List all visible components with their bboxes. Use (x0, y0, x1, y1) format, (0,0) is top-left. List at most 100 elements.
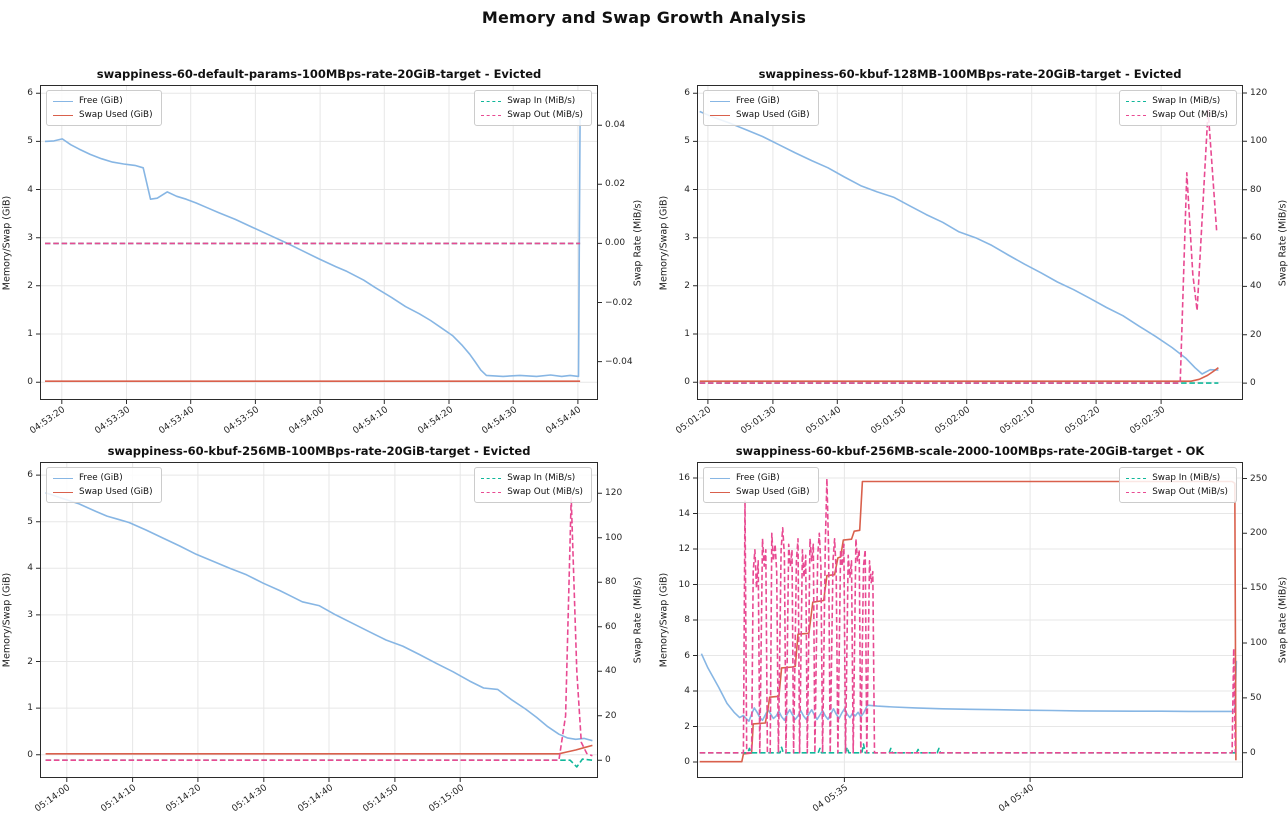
series-free (699, 110, 1219, 375)
x-tick-label: 04:54:30 (480, 405, 519, 437)
x-tick-label: 05:01:20 (674, 405, 714, 437)
y-tick-label-left: 6 (684, 650, 690, 661)
legend-label: Swap Used (GiB) (79, 487, 153, 497)
legend-entry: Swap Out (MiB/s) (1126, 485, 1228, 499)
x-tick-label: 04:54:00 (286, 405, 326, 437)
swap_used-legend-line (53, 114, 73, 116)
legend-label: Swap In (MiB/s) (507, 96, 576, 106)
x-tick-label: 04:54:40 (544, 405, 584, 437)
y-tick-label-right: 80 (605, 577, 617, 588)
swap_out-legend-line (481, 114, 502, 116)
y-tick-label-right: 120 (605, 488, 623, 499)
legend-left: Free (GiB) Swap Used (GiB) (703, 90, 819, 126)
legend-label: Free (GiB) (79, 473, 123, 483)
y-tick-label-right: 100 (605, 532, 623, 543)
y-tick-label-left: 5 (684, 136, 690, 147)
y-tick-label-left: 0 (684, 757, 690, 767)
y-tick-label-left: 1 (27, 329, 33, 339)
legend-right: Swap In (MiB/s) Swap Out (MiB/s) (474, 90, 592, 126)
subplot-kbuf-256mb-scale-2000: swappiness-60-kbuf-256MB-scale-2000-100M… (659, 444, 1288, 814)
x-tick-label: 04 05:35 (811, 783, 851, 815)
y-tick-label-right: 0 (1250, 378, 1256, 389)
legend-right: Swap In (MiB/s) Swap Out (MiB/s) (474, 467, 592, 503)
x-tick-label: 05:01:50 (869, 405, 909, 437)
y-tick-label-right: 0.02 (605, 179, 626, 190)
swap_used-legend-line (53, 491, 73, 493)
y-tick-label-right: 200 (1250, 528, 1268, 539)
legend-label: Swap Used (GiB) (79, 110, 153, 120)
legend-entry: Swap In (MiB/s) (1126, 94, 1228, 108)
y-tick-label-right: 60 (1250, 233, 1262, 243)
y-tick-label-left: 16 (678, 473, 690, 483)
series-swap-used (699, 480, 1237, 763)
y-tick-label-right: 20 (605, 710, 617, 721)
x-tick-label: 04:53:20 (28, 405, 68, 437)
y-axis-label-left: Memory/Swap (GiB) (658, 572, 670, 668)
x-tick-label: 05:02:10 (998, 405, 1038, 437)
series-free (44, 117, 581, 378)
series-swap-out (699, 477, 1237, 754)
series-free (700, 653, 1238, 722)
swap_used-legend-line (710, 114, 730, 116)
legend-entry: Free (GiB) (710, 471, 810, 485)
legend-label: Swap Out (MiB/s) (1152, 487, 1228, 497)
x-tick-label: 05:15:00 (427, 783, 466, 815)
x-tick-label: 05:14:00 (33, 783, 73, 815)
y-tick-label-left: 1 (684, 329, 690, 339)
y-axis-label-right: Swap Rate (MiB/s) (632, 576, 644, 664)
y-tick-label-left: 0 (684, 377, 690, 388)
y-tick-label-right: 80 (1250, 184, 1262, 195)
swap_used-legend-line (710, 491, 730, 493)
gridlines (40, 85, 598, 400)
y-tick-label-left: 1 (27, 703, 33, 714)
y-tick-label-left: 4 (684, 184, 690, 195)
tick-marks (36, 92, 602, 404)
legend-entry: Swap Used (GiB) (710, 108, 810, 122)
swap_in-legend-line (481, 100, 502, 102)
y-tick-label-right: 50 (1250, 692, 1262, 703)
x-tick-label: 04:54:20 (415, 405, 455, 437)
legend-left: Free (GiB) Swap Used (GiB) (46, 467, 162, 503)
y-tick-label-left: 4 (27, 563, 33, 574)
subplot-kbuf-128mb: swappiness-60-kbuf-128MB-100MBps-rate-20… (659, 67, 1288, 436)
subplot-title: swappiness-60-kbuf-256MB-scale-2000-100M… (735, 444, 1205, 458)
y-tick-label-left: 6 (27, 470, 33, 481)
tick-marks (36, 474, 602, 782)
y-tick-label-left: 4 (684, 686, 690, 696)
plot-border (697, 462, 1243, 778)
y-tick-label-right: 0 (605, 755, 611, 766)
x-tick-label: 04:53:40 (157, 405, 197, 437)
x-tick-label: 05:14:30 (230, 783, 270, 815)
legend-label: Swap Out (MiB/s) (507, 110, 583, 120)
legend-label: Swap Out (MiB/s) (1152, 110, 1228, 120)
legend-label: Swap Out (MiB/s) (507, 487, 583, 497)
x-tick-label: 05:01:40 (804, 405, 844, 437)
plot-border (40, 462, 598, 778)
swap_out-legend-line (1126, 114, 1147, 116)
y-tick-label-right: 0 (1250, 747, 1256, 758)
plot-canvas (693, 462, 1247, 782)
legend-right: Swap In (MiB/s) Swap Out (MiB/s) (1119, 467, 1237, 503)
legend-entry: Swap In (MiB/s) (481, 94, 583, 108)
legend-label: Free (GiB) (736, 96, 780, 106)
legend-entry: Free (GiB) (53, 94, 153, 108)
legend-label: Swap In (MiB/s) (1152, 473, 1221, 483)
legend-entry: Swap Used (GiB) (53, 485, 153, 499)
subplot-title: swappiness-60-kbuf-256MB-100MBps-rate-20… (107, 444, 531, 458)
series-swap-used (45, 744, 593, 755)
swap_out-legend-line (481, 491, 502, 493)
x-tick-label: 04:53:30 (93, 405, 133, 437)
y-tick-label-right: 0.00 (605, 238, 626, 249)
y-tick-label-left: 8 (684, 615, 690, 625)
x-tick-label: 05:14:50 (361, 783, 401, 815)
series-free (45, 492, 593, 742)
y-tick-label-left: 10 (678, 579, 690, 590)
y-tick-label-right: −0.02 (605, 297, 633, 308)
subplot-default-params: swappiness-60-default-params-100MBps-rat… (2, 67, 644, 436)
swap_in-legend-line (1126, 477, 1147, 479)
y-axis-label-right: Swap Rate (MiB/s) (1277, 576, 1288, 664)
legend-entry: Swap Used (GiB) (710, 485, 810, 499)
legend-label: Swap Used (GiB) (736, 110, 810, 120)
legend-entry: Free (GiB) (710, 94, 810, 108)
plot-canvas (693, 85, 1247, 404)
